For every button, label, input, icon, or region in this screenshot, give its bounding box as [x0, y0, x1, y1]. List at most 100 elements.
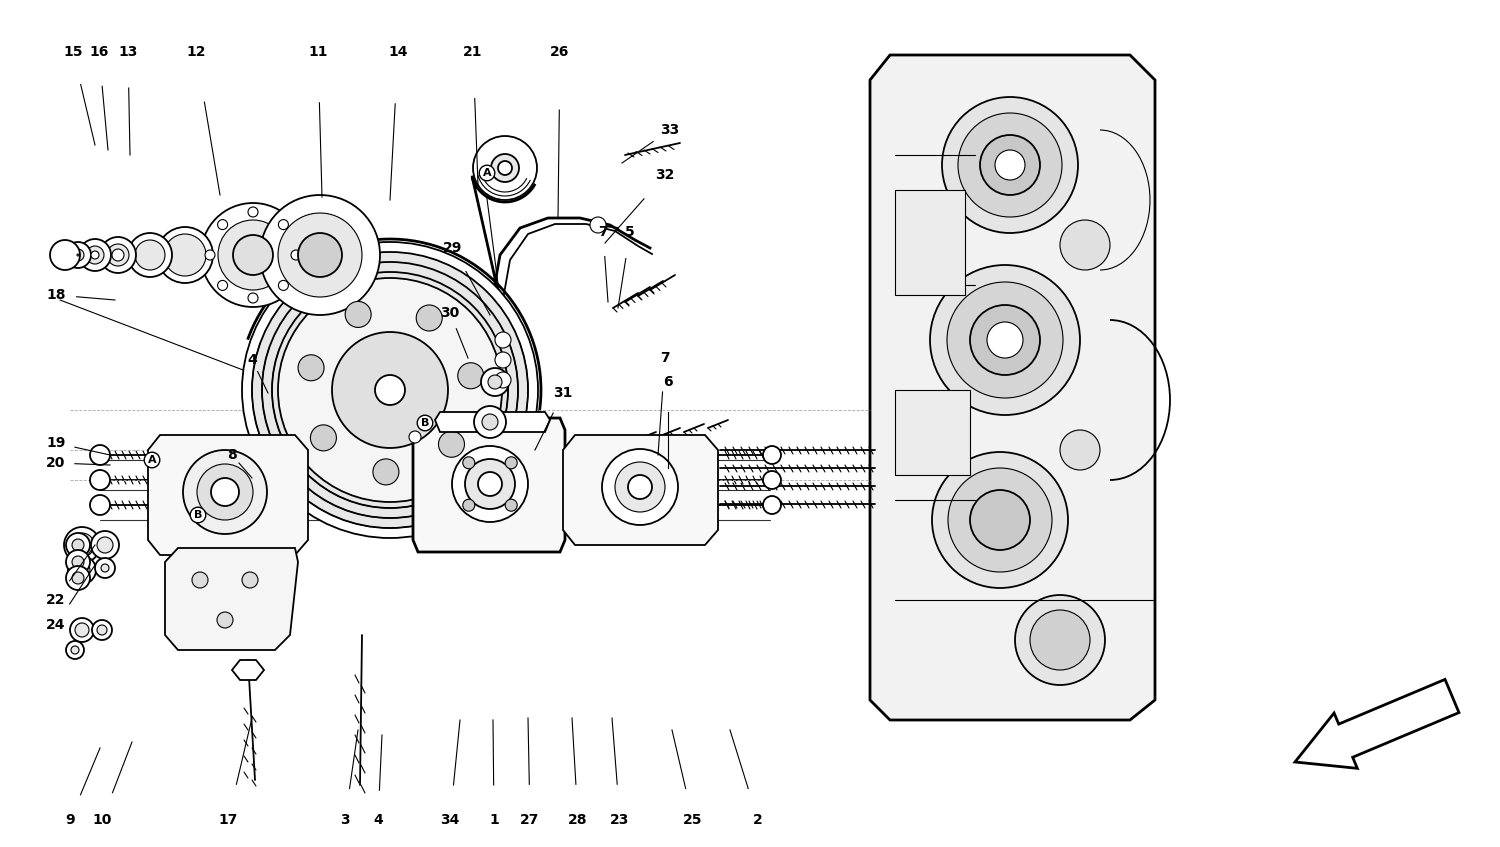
Circle shape	[196, 464, 254, 520]
Circle shape	[192, 572, 208, 588]
Circle shape	[628, 475, 652, 499]
Circle shape	[464, 499, 476, 512]
Circle shape	[482, 368, 508, 396]
Circle shape	[970, 490, 1030, 550]
Circle shape	[987, 322, 1023, 358]
Polygon shape	[896, 390, 971, 475]
Circle shape	[946, 282, 1064, 398]
Circle shape	[375, 375, 405, 405]
Circle shape	[50, 240, 80, 270]
Text: 34: 34	[441, 813, 459, 827]
Circle shape	[242, 572, 258, 588]
Polygon shape	[413, 418, 566, 552]
Circle shape	[291, 250, 302, 260]
Circle shape	[298, 355, 324, 381]
Text: 31: 31	[554, 386, 573, 400]
Circle shape	[590, 217, 606, 233]
Circle shape	[92, 531, 118, 559]
Circle shape	[498, 161, 512, 175]
Circle shape	[602, 449, 678, 525]
Text: 15: 15	[63, 45, 82, 59]
Circle shape	[135, 240, 165, 270]
Text: 28: 28	[568, 813, 588, 827]
Circle shape	[201, 203, 304, 307]
Polygon shape	[148, 435, 308, 555]
Circle shape	[464, 457, 476, 468]
Text: 32: 32	[656, 168, 675, 182]
Polygon shape	[562, 435, 718, 545]
Circle shape	[68, 556, 96, 584]
Text: 22: 22	[46, 593, 66, 607]
Circle shape	[615, 462, 664, 512]
Circle shape	[279, 280, 288, 291]
Circle shape	[70, 646, 80, 654]
Circle shape	[764, 496, 782, 514]
Circle shape	[970, 305, 1040, 375]
Text: 6: 6	[663, 375, 674, 389]
Circle shape	[374, 459, 399, 484]
Text: 2: 2	[753, 813, 764, 827]
Circle shape	[416, 305, 442, 331]
Circle shape	[252, 252, 528, 528]
Circle shape	[932, 452, 1068, 588]
Circle shape	[75, 623, 88, 637]
Circle shape	[164, 234, 206, 276]
Circle shape	[260, 195, 380, 315]
Circle shape	[272, 272, 509, 508]
Circle shape	[495, 352, 512, 368]
Circle shape	[495, 372, 512, 388]
Circle shape	[92, 620, 112, 640]
Polygon shape	[1294, 679, 1460, 768]
Circle shape	[506, 499, 518, 512]
Circle shape	[72, 556, 84, 568]
Circle shape	[64, 242, 92, 268]
Circle shape	[70, 533, 94, 557]
Circle shape	[298, 233, 342, 277]
Circle shape	[106, 244, 129, 266]
Text: 24: 24	[46, 618, 66, 632]
Circle shape	[345, 302, 370, 328]
Circle shape	[128, 233, 172, 277]
Text: 17: 17	[219, 813, 237, 827]
Circle shape	[764, 446, 782, 464]
Circle shape	[495, 332, 512, 348]
Circle shape	[506, 457, 518, 468]
Circle shape	[262, 262, 518, 518]
Circle shape	[410, 431, 422, 443]
Circle shape	[76, 254, 80, 256]
Circle shape	[72, 572, 84, 584]
Text: 27: 27	[520, 813, 540, 827]
Circle shape	[310, 425, 336, 451]
Text: A: A	[147, 455, 156, 465]
Circle shape	[112, 249, 125, 261]
Circle shape	[1060, 220, 1110, 270]
Text: 26: 26	[550, 45, 570, 59]
Circle shape	[70, 618, 94, 642]
Text: A: A	[483, 168, 492, 178]
Text: 9: 9	[64, 813, 75, 827]
Circle shape	[74, 562, 90, 578]
Circle shape	[438, 431, 465, 457]
Circle shape	[92, 251, 99, 259]
Circle shape	[72, 539, 84, 551]
Text: 11: 11	[309, 45, 327, 59]
Text: 20: 20	[46, 456, 66, 470]
Polygon shape	[435, 412, 550, 432]
Text: 8: 8	[226, 448, 237, 462]
Circle shape	[217, 219, 228, 230]
Circle shape	[100, 564, 109, 572]
Circle shape	[217, 612, 232, 628]
Polygon shape	[896, 190, 964, 295]
Circle shape	[66, 533, 90, 557]
Text: 13: 13	[118, 45, 138, 59]
Circle shape	[930, 265, 1080, 415]
Text: 1: 1	[489, 813, 500, 827]
Circle shape	[994, 150, 1024, 180]
Text: B: B	[194, 510, 202, 520]
Circle shape	[232, 235, 273, 275]
Circle shape	[490, 154, 519, 182]
Circle shape	[248, 207, 258, 217]
Text: 21: 21	[464, 45, 483, 59]
Circle shape	[98, 537, 112, 553]
Text: 19: 19	[46, 436, 66, 450]
